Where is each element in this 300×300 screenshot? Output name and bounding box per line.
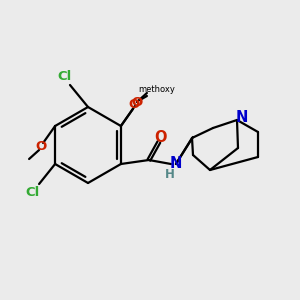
Text: H: H <box>165 167 175 181</box>
Text: N: N <box>236 110 248 125</box>
Text: Cl: Cl <box>57 70 71 83</box>
Text: O: O <box>128 98 140 112</box>
Text: O: O <box>131 95 142 109</box>
Text: N: N <box>170 157 182 172</box>
Text: O: O <box>35 140 47 154</box>
Text: Cl: Cl <box>25 185 39 199</box>
Text: methoxy: methoxy <box>139 85 175 94</box>
Text: O: O <box>155 130 167 145</box>
